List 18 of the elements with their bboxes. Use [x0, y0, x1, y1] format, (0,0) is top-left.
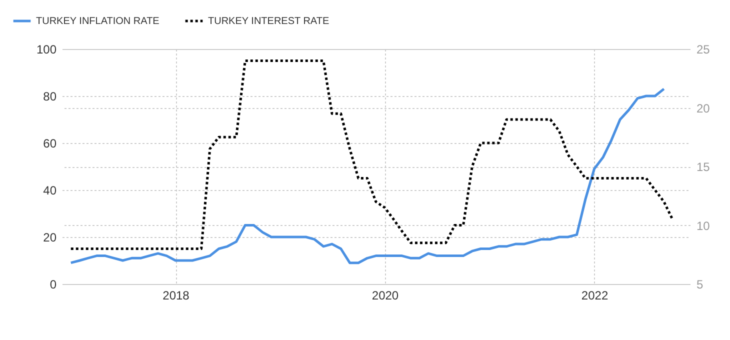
y2-tick-label: 20 — [696, 101, 710, 116]
x-tick-label: 2018 — [162, 288, 190, 302]
line-series — [70, 88, 666, 264]
x-tick-label: 2022 — [581, 288, 608, 302]
y2-tick-label: 10 — [696, 218, 710, 233]
legend-label: TURKEY INTEREST RATE — [208, 16, 330, 27]
y2-tick-label: 5 — [696, 278, 704, 292]
y-tick-label: 0 — [50, 278, 57, 292]
y-tick-label: 40 — [43, 184, 57, 198]
line-series — [70, 60, 674, 250]
y-tick-label: 60 — [43, 136, 57, 150]
x-tick-label: 2020 — [372, 288, 399, 302]
y-tick-label: 100 — [36, 42, 57, 56]
y-tick-label: 20 — [43, 230, 57, 244]
y2-tick-label: 15 — [696, 160, 710, 174]
y2-tick-label: 25 — [696, 42, 710, 56]
legend-label: TURKEY INFLATION RATE — [36, 16, 160, 27]
y-tick-label: 80 — [43, 90, 57, 104]
